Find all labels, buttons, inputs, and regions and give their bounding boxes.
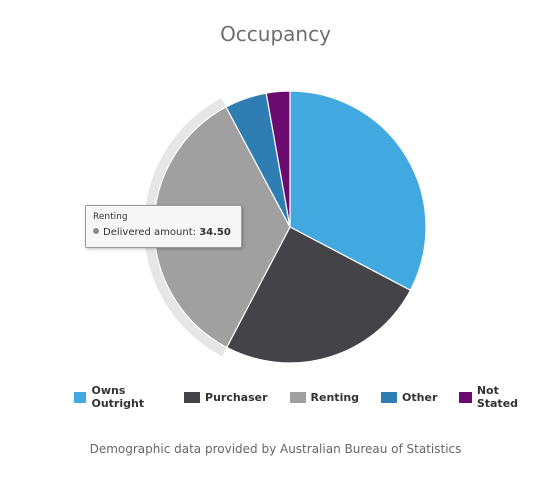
legend-swatch bbox=[381, 391, 398, 403]
tooltip-row: Delivered amount: 34.50 bbox=[93, 227, 231, 238]
chart-title: Occupancy bbox=[220, 22, 331, 46]
legend-swatch bbox=[459, 391, 472, 403]
legend-label: Other bbox=[402, 390, 438, 404]
tooltip-title: Renting bbox=[93, 212, 128, 222]
legend-label: Not Stated bbox=[476, 384, 519, 410]
legend-item-not-stated[interactable]: Not Stated bbox=[459, 384, 529, 410]
pie-slice-not-stated[interactable] bbox=[265, 90, 291, 228]
legend-label: Owns Outright bbox=[91, 384, 145, 410]
legend: Owns Outright Purchaser Renting Other Not St… bbox=[74, 384, 551, 410]
tooltip-value: 34.50 bbox=[199, 227, 231, 238]
credits-text[interactable]: Demographic data provided by Australian … bbox=[89, 442, 462, 456]
tooltip-label: Delivered amount: bbox=[103, 227, 197, 238]
legend-item-renting[interactable]: Renting bbox=[289, 388, 360, 406]
legend-item-owns-outright[interactable]: Owns Outright bbox=[74, 384, 162, 410]
legend-swatch bbox=[74, 391, 87, 403]
legend-item-other[interactable]: Other bbox=[381, 388, 437, 406]
legend-swatch bbox=[184, 391, 201, 403]
legend-swatch bbox=[289, 391, 306, 403]
tooltip-dot-icon bbox=[93, 228, 99, 234]
legend-label: Purchaser bbox=[205, 390, 268, 404]
pie-slice-owns-outright[interactable] bbox=[289, 90, 427, 291]
legend-label: Renting bbox=[310, 390, 360, 404]
legend-item-purchaser[interactable]: Purchaser bbox=[184, 388, 268, 406]
tooltip: Renting Delivered amount: 34.50 bbox=[85, 205, 242, 248]
